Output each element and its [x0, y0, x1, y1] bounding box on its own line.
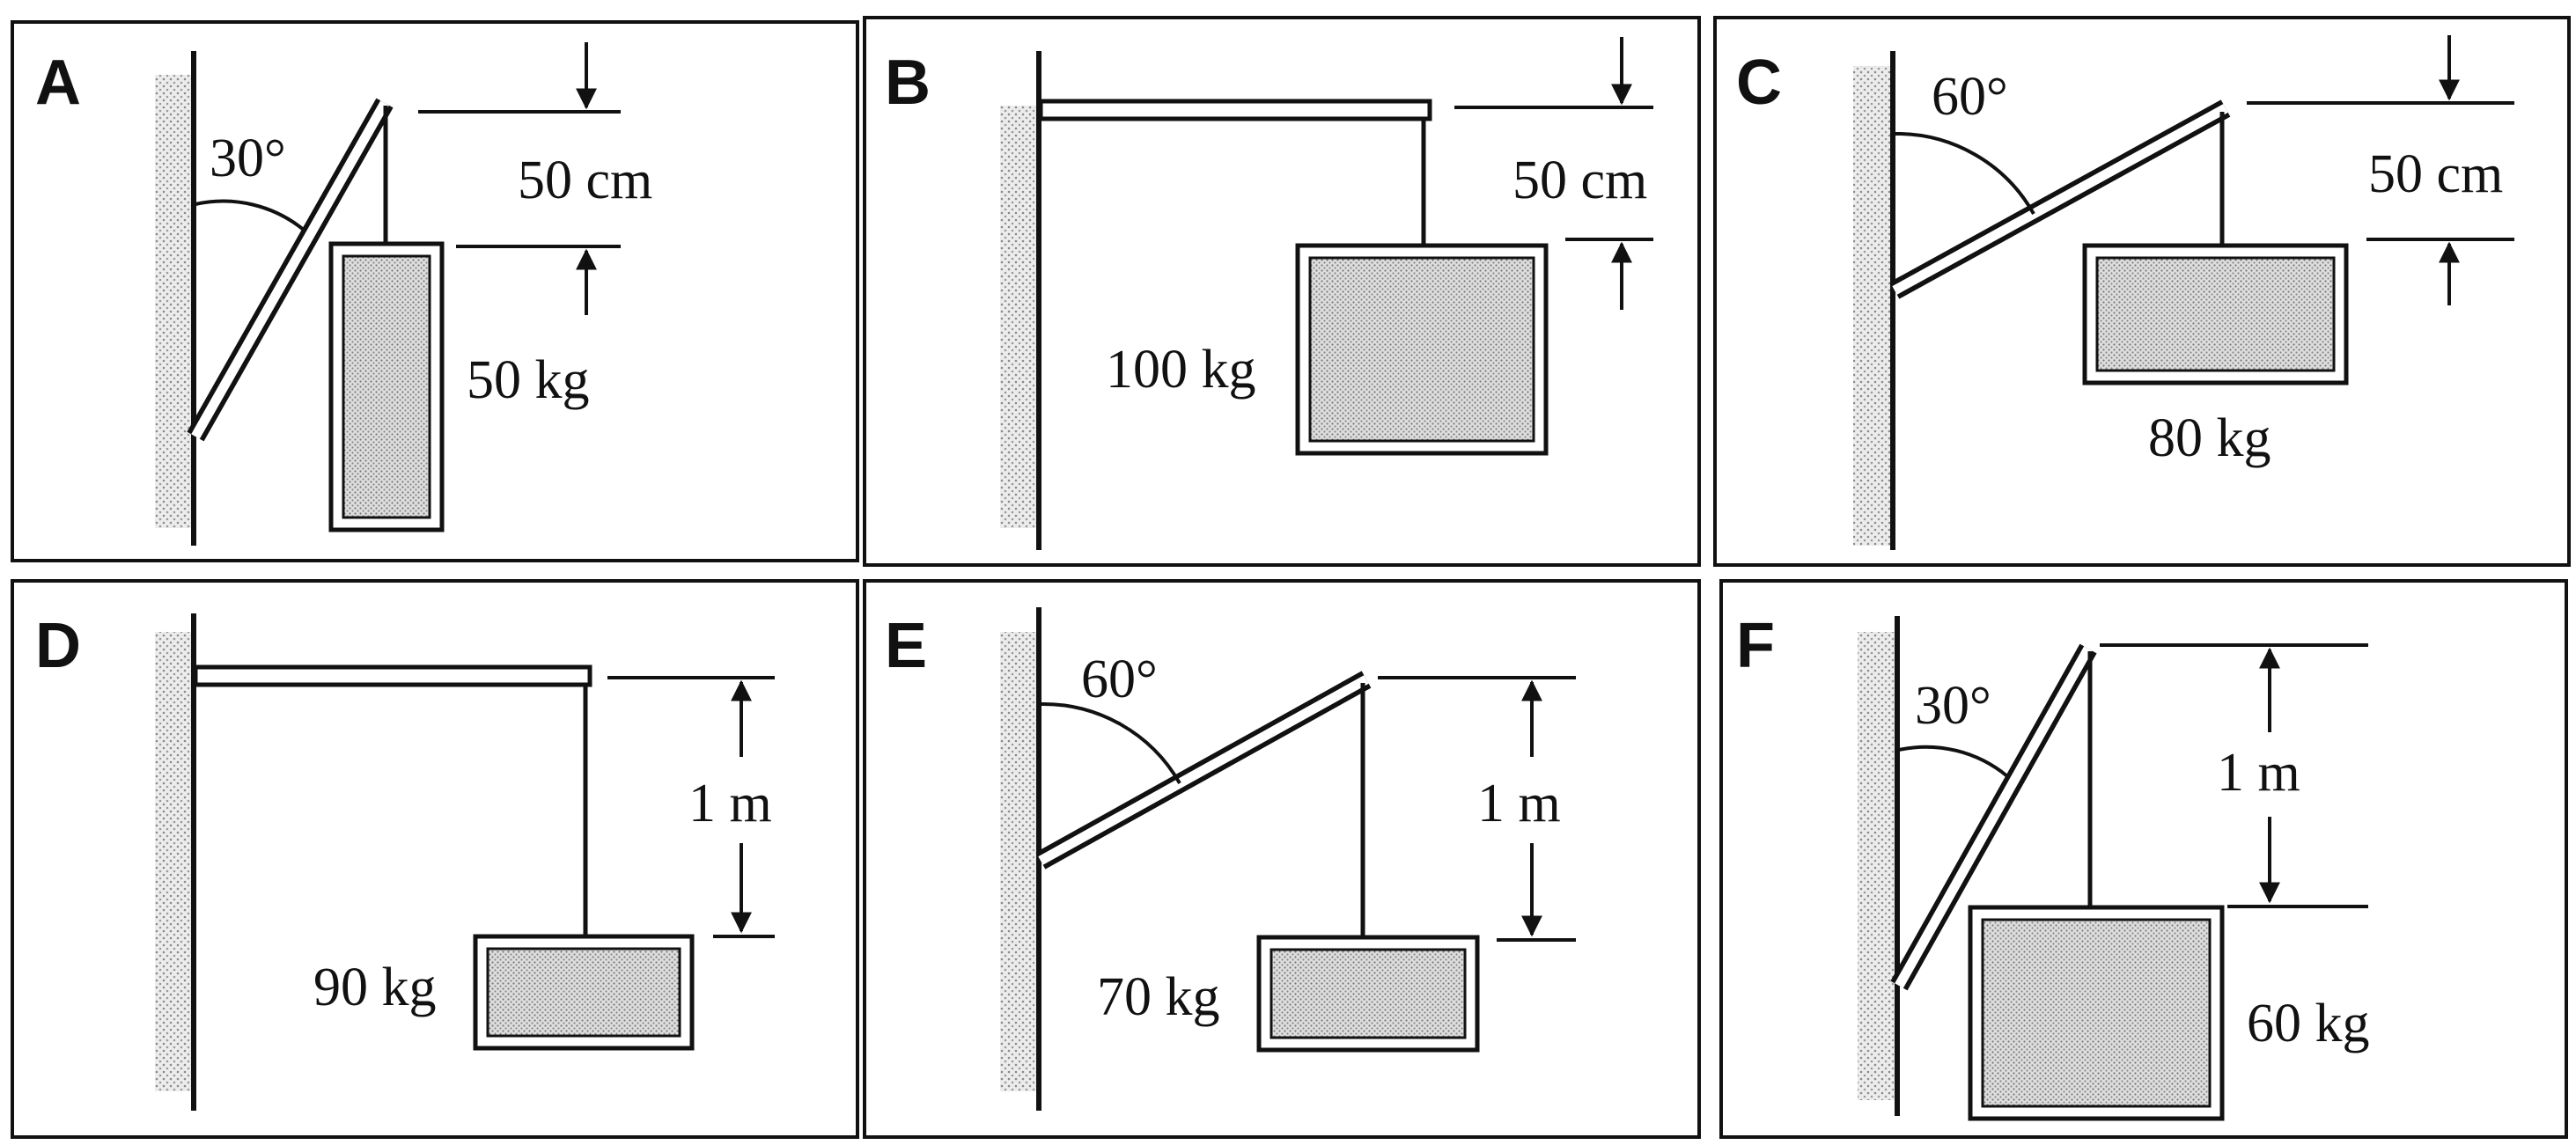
panel-a: A 30° 50 kg 50 cm [11, 20, 859, 562]
angle-label: 30° [1915, 676, 1991, 736]
mass-label: 100 kg [1106, 340, 1256, 400]
mass-label: 60 kg [2247, 994, 2370, 1053]
panel-letter: E [885, 611, 927, 681]
wall [1858, 632, 1895, 1100]
wall [155, 632, 192, 1091]
panel-frame [11, 579, 859, 1139]
angle-arc [1040, 701, 1181, 784]
angle-label: 60° [1932, 67, 2008, 127]
wall [1000, 632, 1037, 1091]
wall [1000, 106, 1037, 528]
boom-fill [1895, 646, 2093, 988]
angle-arc [1894, 131, 2035, 215]
distance-label: 1 m [688, 774, 772, 833]
panel-c: C 60° 80 kg 50 cm [1713, 16, 2571, 567]
wall [155, 75, 192, 528]
panel-letter: A [35, 48, 81, 118]
panel-letter: D [35, 611, 81, 681]
panel-d: D 90 kg 1 m [11, 579, 859, 1139]
distance-label: 1 m [2217, 743, 2300, 803]
mass-label: 90 kg [313, 958, 437, 1017]
sign-inner [2095, 256, 2336, 372]
panel-f: F 30° 60 kg 1 m [1719, 579, 2568, 1139]
panel-letter: F [1736, 611, 1775, 681]
boom-fill [1038, 675, 1369, 865]
sign-inner [342, 254, 431, 519]
boom [193, 664, 592, 687]
sign-inner [1308, 256, 1535, 443]
boom-fill [1892, 104, 2228, 295]
sign-inner [486, 947, 681, 1038]
boom [1038, 99, 1432, 121]
angle-arc [1898, 745, 2009, 778]
wall [1853, 66, 1890, 546]
sign-inner [1981, 918, 2212, 1108]
distance-label: 50 cm [1512, 150, 1647, 210]
angle-label: 30° [210, 128, 286, 188]
distance-label: 50 cm [2368, 144, 2503, 204]
boom-fill [191, 100, 389, 439]
distance-label: 1 m [1477, 774, 1561, 833]
panel-b: B 100 kg 50 cm [863, 16, 1701, 567]
angle-label: 60° [1081, 650, 1158, 709]
mass-label: 70 kg [1097, 967, 1220, 1027]
sign-inner [1270, 948, 1467, 1039]
panel-letter: B [885, 48, 931, 118]
panel-e: E 60° 70 kg 1 m [863, 579, 1701, 1139]
panel-frame [863, 579, 1701, 1139]
mass-label: 80 kg [2148, 408, 2271, 468]
angle-arc [195, 199, 306, 232]
mass-label: 50 kg [467, 350, 590, 410]
distance-label: 50 cm [518, 150, 652, 210]
panel-letter: C [1736, 48, 1782, 118]
